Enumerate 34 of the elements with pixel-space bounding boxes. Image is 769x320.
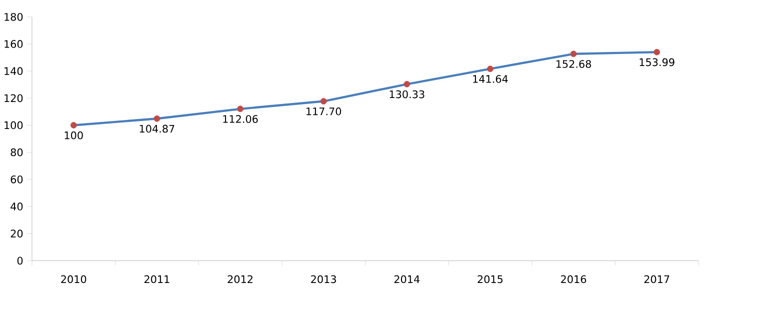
data-label: 141.64 <box>473 74 508 83</box>
point <box>154 115 160 122</box>
x-tick-label: 2015 <box>478 275 503 283</box>
point <box>404 80 410 88</box>
y-tick-label: 120 <box>4 94 23 102</box>
data-label: 112.06 <box>223 114 258 123</box>
y-tick-label: 80 <box>10 148 23 156</box>
point <box>237 106 244 112</box>
data-label: 104.87 <box>140 124 174 133</box>
y-tick-label: 140 <box>4 66 23 75</box>
x-tick-label: 2012 <box>228 275 252 283</box>
y-tick-label: 100 <box>4 121 23 130</box>
point <box>487 66 494 72</box>
y-tick-label: 60 <box>10 175 23 184</box>
y-tick-label: 40 <box>10 202 23 210</box>
x-tick-label: 2011 <box>144 275 170 283</box>
x-tick-label: 2014 <box>394 275 420 283</box>
x-tick-label: 2010 <box>61 275 86 283</box>
point <box>654 48 660 56</box>
data-label: 130.33 <box>390 90 424 98</box>
data-label: 100 <box>64 131 83 140</box>
x-tick-label: 2017 <box>644 275 670 283</box>
data-label: 117.70 <box>306 107 342 116</box>
point <box>320 98 327 104</box>
y-tick-label: 180 <box>4 12 23 21</box>
x-tick-label: 2016 <box>561 275 586 283</box>
data-label: 153.99 <box>640 58 674 66</box>
y-tick-label: 160 <box>4 40 23 48</box>
x-tick-label: 2013 <box>311 275 336 283</box>
y-tick-label: 0 <box>17 256 23 264</box>
point <box>570 50 577 57</box>
y-tick-label: 20 <box>10 229 23 238</box>
point <box>70 122 77 128</box>
data-label: 152.68 <box>556 60 592 68</box>
